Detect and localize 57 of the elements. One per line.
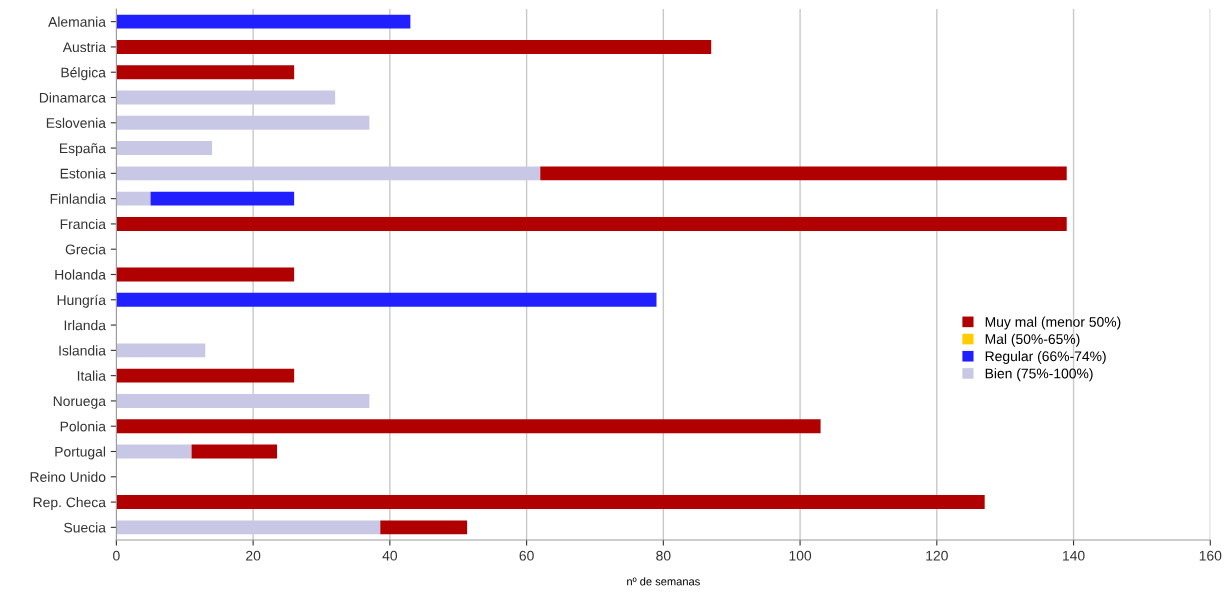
y-tick-label: Bélgica xyxy=(61,67,106,81)
y-tick-label: Hungría xyxy=(57,294,106,308)
y-tick-label: Grecia xyxy=(65,244,106,255)
x-tick-label: 100 xyxy=(789,550,812,561)
y-tick-label: Irlanda xyxy=(64,320,106,331)
y-tick-label: España xyxy=(59,143,106,156)
y-tick-label: Alemania xyxy=(48,16,106,27)
bar xyxy=(191,444,278,459)
bar xyxy=(540,166,1067,181)
x-axis-title: nº de semanas xyxy=(627,577,700,586)
bar xyxy=(116,141,213,156)
y-tick-label: Islandia xyxy=(59,345,106,356)
bar xyxy=(116,267,295,282)
bar xyxy=(116,444,192,459)
y-tick-label: Francia xyxy=(60,218,106,230)
bar xyxy=(116,90,336,105)
y-tick-label: Suecia xyxy=(64,522,106,533)
bar xyxy=(116,292,657,307)
bar xyxy=(116,368,295,383)
x-tick-label: 140 xyxy=(1063,550,1085,561)
legend-label: Mal (50%-65%) xyxy=(985,333,1080,347)
x-tick-label: 60 xyxy=(519,550,534,561)
x-tick-label: 80 xyxy=(656,550,671,561)
y-tick-label: Rep. Checa xyxy=(33,497,106,510)
legend-label: Bien (75%-100%) xyxy=(985,368,1093,382)
y-tick-label: Noruega xyxy=(53,396,106,409)
bar xyxy=(116,14,411,29)
bar xyxy=(116,166,541,181)
y-tick-label: Finlandia xyxy=(50,193,106,204)
y-tick-label: Italia xyxy=(77,370,106,381)
x-tick-label: 120 xyxy=(926,550,948,561)
bar xyxy=(116,393,370,408)
y-tick-label: Reino Unido xyxy=(30,471,106,482)
bar xyxy=(116,495,985,510)
bar xyxy=(150,191,295,206)
bar xyxy=(116,216,1067,231)
y-tick-label: Holanda xyxy=(55,269,106,280)
bar xyxy=(116,191,151,206)
bar xyxy=(380,520,468,535)
bar xyxy=(116,115,370,130)
bar xyxy=(116,39,712,54)
y-tick-label: Polonia xyxy=(60,421,106,432)
legend-label: Regular (66%-74%) xyxy=(985,351,1106,364)
bar xyxy=(116,343,206,358)
x-tick-label: 20 xyxy=(246,550,261,561)
y-tick-label: Austria xyxy=(62,41,106,53)
x-tick-label: 40 xyxy=(382,550,398,561)
bar xyxy=(116,520,381,535)
bar xyxy=(116,65,295,80)
y-tick-label: Eslovenia xyxy=(46,117,106,128)
x-tick-label: 0 xyxy=(113,550,120,561)
x-tick-label: 160 xyxy=(1199,550,1222,561)
y-tick-label: Portugal xyxy=(55,446,106,460)
bar xyxy=(116,419,821,434)
y-tick-label: Estonia xyxy=(60,168,106,179)
y-tick-label: Dinamarca xyxy=(39,92,106,103)
legend-label: Muy mal (menor 50%) xyxy=(985,316,1121,330)
